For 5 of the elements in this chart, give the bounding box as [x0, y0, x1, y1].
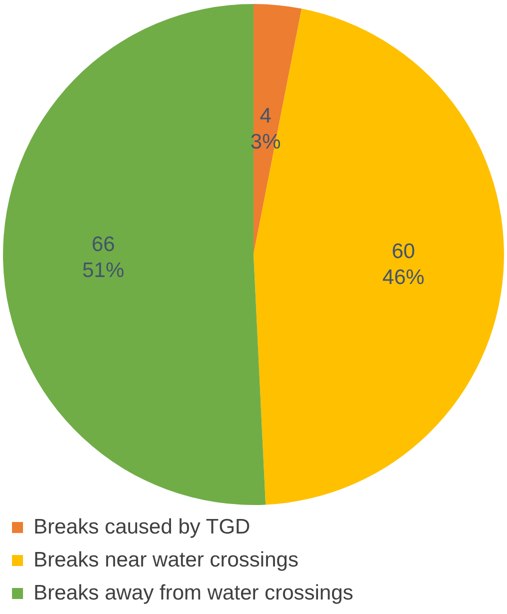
- data-label: 60 46%: [382, 240, 424, 290]
- data-label: 66 51%: [82, 232, 124, 282]
- legend-label: Breaks near water crossings: [34, 548, 298, 572]
- legend-label: Breaks away from water crossings: [34, 581, 354, 604]
- legend-label: Breaks caused by TGD: [34, 515, 250, 538]
